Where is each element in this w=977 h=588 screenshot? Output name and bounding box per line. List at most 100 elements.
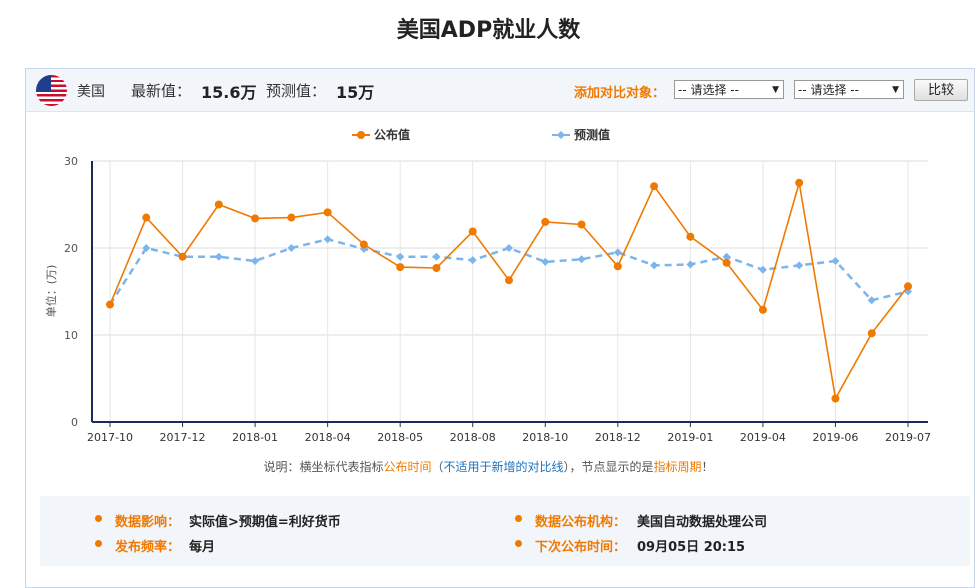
x-tick-label: 2018-10 [522, 431, 568, 444]
x-tick-label: 2018-01 [232, 431, 278, 444]
x-tick-label: 2019-07 [885, 431, 931, 444]
note-part-6: 指标周期 [653, 460, 702, 474]
legend-marker [557, 131, 565, 139]
forecast-point [541, 257, 550, 266]
adp-chart: 0 10 20 30 2017-10 2017-12 2018-01 2018-04 2018-… [44, 127, 931, 444]
forecast-point [577, 255, 586, 264]
actual-point [758, 305, 767, 314]
forecast-point [505, 244, 513, 252]
actual-point [359, 240, 368, 249]
x-tick-label: 2018-08 [450, 431, 496, 444]
y-tick-label: 0 [71, 416, 78, 429]
x-tick-label: 2018-05 [377, 431, 423, 444]
impact-value: 实际值>预期值=利好货币 [189, 515, 341, 530]
y-tick-label: 30 [64, 155, 78, 168]
forecast-point [432, 252, 441, 261]
legend-label: 公布值 [374, 127, 410, 142]
country-name: 美国 [77, 84, 105, 100]
actual-point [795, 178, 804, 187]
actual-point [613, 262, 622, 271]
forecast-point [251, 257, 260, 266]
x-tick-label: 2018-12 [595, 431, 641, 444]
bullet-icon [515, 515, 522, 522]
y-tick-label: 20 [64, 242, 78, 255]
info-box: 数据影响： 实际值>预期值=利好货币 发布频率： 每月 数据公布机构： 美国自动… [40, 496, 970, 566]
forecast-point [287, 244, 296, 252]
forecast-point [758, 265, 767, 274]
impact-label: 数据影响： [115, 515, 181, 530]
note-part-2: 公布时间 [383, 460, 432, 474]
bullet-icon [95, 515, 102, 522]
compare-select-1-value: -- 请选择 -- [678, 83, 739, 97]
forecast-point [686, 260, 695, 269]
forecast-point [650, 261, 659, 270]
bullet-icon [515, 540, 522, 547]
note-part-1: 说明：横坐标代表指标 [263, 460, 384, 474]
forecast-point [396, 252, 405, 261]
chevron-down-icon: ▼ [772, 85, 779, 95]
org-value: 美国自动数据处理公司 [637, 515, 768, 530]
actual-point [106, 300, 114, 309]
forecast-label: 预测值： [266, 82, 327, 100]
actual-point [867, 329, 876, 338]
actual-point [686, 232, 695, 241]
forecast-point [831, 257, 840, 266]
y-tick-label: 10 [64, 329, 78, 342]
freq-label: 发布频率： [115, 540, 181, 555]
actual-point [178, 252, 187, 261]
next-label: 下次公布时间： [535, 540, 627, 555]
actual-point [396, 263, 405, 272]
forecast-point [795, 261, 804, 270]
y-axis-label: 单位：(万) [44, 265, 58, 318]
actual-point [505, 276, 513, 285]
actual-point [722, 258, 731, 267]
latest-value: 15.6万 [201, 83, 257, 102]
us-flag-icon [36, 75, 67, 106]
x-tick-label: 2019-06 [812, 431, 858, 444]
x-tick-label: 2019-04 [740, 431, 786, 444]
forecast-point [613, 248, 622, 257]
next-value: 09月05日 20:15 [637, 540, 746, 555]
note-part-4: 不适用于新增的对比线 [443, 460, 564, 474]
chevron-down-icon: ▼ [892, 85, 899, 95]
forecast-point [323, 235, 332, 244]
compare-label: 添加对比对象： [574, 86, 666, 101]
actual-point [904, 282, 912, 291]
note-part-7: ！ [701, 460, 714, 474]
org-label: 数据公布机构： [535, 515, 627, 530]
actual-point [650, 182, 659, 191]
actual-point [468, 227, 477, 236]
x-tick-label: 2017-12 [160, 431, 206, 444]
forecast-value: 15万 [336, 83, 375, 102]
forecast-point [722, 252, 731, 261]
forecast-point [142, 244, 151, 252]
actual-point [142, 213, 151, 222]
actual-point [251, 214, 260, 223]
forecast-point [214, 252, 223, 261]
compare-select-1[interactable]: -- 请选择 -- ▼ [674, 80, 784, 99]
compare-select-2[interactable]: -- 请选择 -- ▼ [794, 80, 904, 99]
actual-point [577, 220, 586, 229]
freq-value: 每月 [189, 540, 216, 555]
legend-label: 预测值 [574, 127, 610, 142]
actual-point [432, 264, 441, 273]
note-part-5: ），节点显示的是 [563, 460, 654, 474]
actual-point [287, 213, 296, 222]
x-tick-label: 2018-04 [305, 431, 351, 444]
note-part-3: （ [431, 460, 444, 474]
indicator-header: 美国 最新值： 15.6万 预测值： 15万 添加对比对象： -- 请选择 --… [26, 69, 974, 112]
actual-point [541, 217, 550, 226]
compare-select-2-value: -- 请选择 -- [798, 83, 859, 97]
forecast-point [468, 256, 477, 265]
x-tick-label: 2017-10 [87, 431, 133, 444]
actual-point [831, 394, 840, 403]
legend-marker [357, 131, 365, 139]
page-title: 美国ADP就业人数 [396, 18, 581, 43]
x-tick-label: 2019-01 [667, 431, 713, 444]
bullet-icon [95, 540, 102, 547]
actual-point [323, 208, 332, 217]
latest-label: 最新值： [131, 82, 192, 100]
forecast-point [867, 296, 876, 305]
compare-button[interactable]: 比较 [914, 79, 968, 101]
chart-note: 说明：横坐标代表指标公布时间（不适用于新增的对比线），节点显示的是指标周期！ [0, 458, 977, 475]
